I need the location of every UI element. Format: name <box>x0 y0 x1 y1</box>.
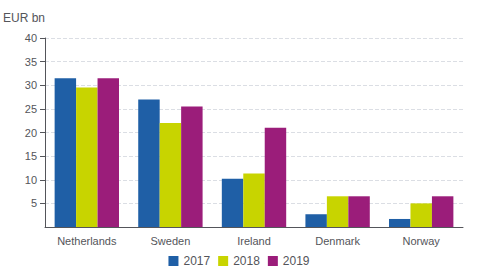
svg-text:2017: 2017 <box>183 254 210 268</box>
svg-text:EUR bn: EUR bn <box>3 11 45 25</box>
svg-text:Denmark: Denmark <box>315 235 360 247</box>
svg-text:30: 30 <box>25 79 37 91</box>
svg-text:Sweden: Sweden <box>151 235 191 247</box>
svg-text:2019: 2019 <box>283 254 310 268</box>
svg-text:25: 25 <box>25 103 37 115</box>
svg-text:10: 10 <box>25 174 37 186</box>
svg-text:2018: 2018 <box>233 254 260 268</box>
svg-text:Netherlands: Netherlands <box>57 235 117 247</box>
svg-text:Ireland: Ireland <box>237 235 271 247</box>
svg-text:20: 20 <box>25 127 37 139</box>
svg-text:40: 40 <box>25 32 37 44</box>
svg-text:35: 35 <box>25 56 37 68</box>
svg-text:5: 5 <box>31 197 37 209</box>
svg-text:Norway: Norway <box>403 235 441 247</box>
svg-text:15: 15 <box>25 150 37 162</box>
